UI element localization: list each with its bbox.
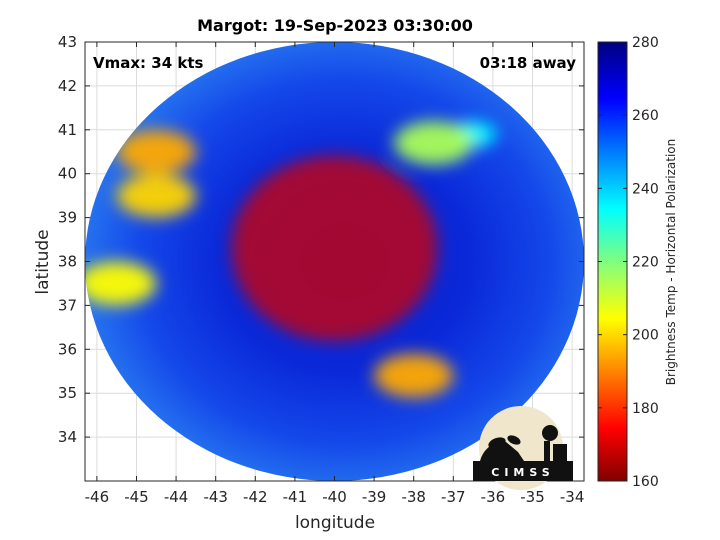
x-tick-label: -43: [203, 488, 228, 506]
swath-feature: [116, 173, 196, 218]
x-tick-label: -45: [124, 488, 149, 506]
colorbar-ticks: 160 180 200 220 240 260 280: [598, 35, 659, 490]
y-tick-label: 38: [58, 253, 77, 271]
cimss-logo-text: CIMSS: [491, 466, 554, 479]
vmax-annotation: Vmax: 34 kts: [93, 54, 203, 72]
colorbar-tick-label: 260: [632, 108, 659, 124]
swath-feature: [231, 155, 438, 342]
x-tick-label: -46: [85, 488, 110, 506]
swath-feature: [393, 121, 474, 165]
colorbar: [597, 41, 628, 482]
colorbar-tick-label: 240: [632, 181, 659, 197]
y-tick-label: 43: [58, 33, 77, 51]
y-tick-label: 37: [58, 296, 77, 314]
y-tick-label: 34: [58, 428, 77, 446]
y-tick-label: 39: [58, 209, 77, 227]
x-tick-label: -44: [164, 488, 189, 506]
x-tick-label: -42: [243, 488, 268, 506]
x-tick-label: -39: [362, 488, 387, 506]
swath-feature: [116, 129, 196, 174]
colorbar-tick-label: 220: [632, 255, 659, 271]
x-tick-label: -37: [441, 488, 466, 506]
y-tick-label: 40: [58, 165, 77, 183]
y-tick-label: 36: [58, 340, 77, 358]
colorbar-label: Brightness Temp - Horizontal Polarizatio…: [664, 139, 678, 386]
swath-feature: [374, 353, 454, 398]
swath-feature: [85, 261, 157, 306]
time-away-annotation: 03:18 away: [480, 54, 577, 72]
colorbar-tick-label: 180: [632, 401, 659, 417]
x-tick-label: -34: [560, 488, 585, 506]
colorbar-tick-label: 200: [632, 328, 659, 344]
x-tick-label: -41: [283, 488, 308, 506]
swath: [85, 42, 584, 481]
y-axis: 34 35 36 37 38 39 40 41 42 43: [58, 33, 584, 446]
x-tick-label: -35: [520, 488, 545, 506]
y-tick-label: 35: [58, 384, 77, 402]
cimss-logo: CIMSS: [473, 406, 573, 490]
colorbar-tick-label: 280: [632, 35, 659, 51]
chart-title: Margot: 19-Sep-2023 03:30:00: [197, 16, 473, 35]
x-axis-label: longitude: [295, 513, 375, 533]
colorbar-tick-label: 160: [632, 474, 659, 490]
x-tick-label: -40: [322, 488, 347, 506]
x-tick-label: -38: [401, 488, 426, 506]
x-axis: -46 -45 -44 -43 -42 -41 -40 -39 -38 -37 -36 -35 -34: [85, 42, 585, 506]
y-axis-label: latitude: [33, 229, 53, 294]
y-tick-label: 42: [58, 77, 77, 95]
x-tick-label: -36: [481, 488, 506, 506]
y-tick-label: 41: [58, 121, 77, 139]
